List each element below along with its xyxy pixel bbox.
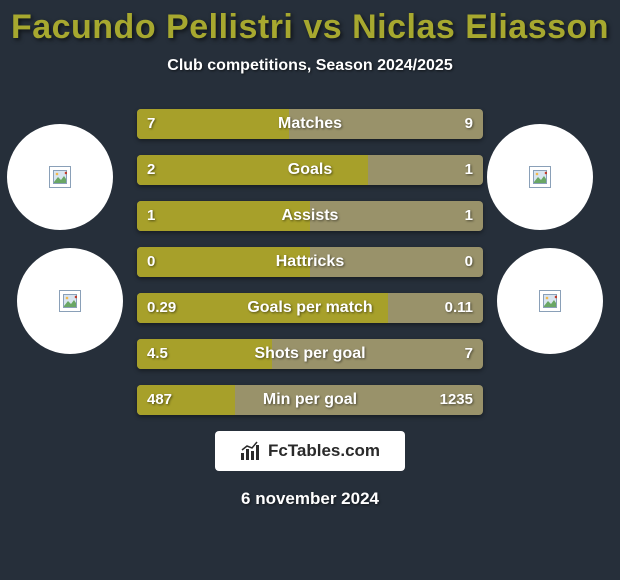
stat-label: Matches xyxy=(137,109,483,139)
avatar-player1-photo xyxy=(7,124,113,230)
logo-text: FcTables.com xyxy=(268,441,380,461)
stat-value-right: 1 xyxy=(465,155,473,185)
stat-label: Goals xyxy=(137,155,483,185)
stat-label: Assists xyxy=(137,201,483,231)
stat-row: 0.29Goals per match0.11 xyxy=(137,293,483,323)
stat-value-right: 0.11 xyxy=(445,293,473,323)
stat-row: 4.5Shots per goal7 xyxy=(137,339,483,369)
stat-row: 0Hattricks0 xyxy=(137,247,483,277)
stat-value-right: 1235 xyxy=(440,385,473,415)
subtitle: Club competitions, Season 2024/2025 xyxy=(0,57,620,75)
stat-row: 2Goals1 xyxy=(137,155,483,185)
stat-label: Min per goal xyxy=(137,385,483,415)
fctables-logo: FcTables.com xyxy=(215,431,405,471)
stat-value-right: 1 xyxy=(465,201,473,231)
stat-label: Shots per goal xyxy=(137,339,483,369)
stat-label: Goals per match xyxy=(137,293,483,323)
stat-value-right: 9 xyxy=(465,109,473,139)
stat-value-right: 7 xyxy=(465,339,473,369)
avatar-player1-club xyxy=(17,248,123,354)
stat-row: 7Matches9 xyxy=(137,109,483,139)
page-title: Facundo Pellistri vs Niclas Eliasson xyxy=(0,8,620,47)
stat-row: 1Assists1 xyxy=(137,201,483,231)
avatar-player2-club xyxy=(497,248,603,354)
stat-value-right: 0 xyxy=(465,247,473,277)
avatar-player2-photo xyxy=(487,124,593,230)
stat-label: Hattricks xyxy=(137,247,483,277)
comparison-card: Facundo Pellistri vs Niclas Eliasson Clu… xyxy=(0,0,620,580)
stats-container: 7Matches92Goals11Assists10Hattricks00.29… xyxy=(137,109,483,415)
chart-icon xyxy=(240,441,262,461)
stat-row: 487Min per goal1235 xyxy=(137,385,483,415)
date-label: 6 november 2024 xyxy=(0,489,620,509)
